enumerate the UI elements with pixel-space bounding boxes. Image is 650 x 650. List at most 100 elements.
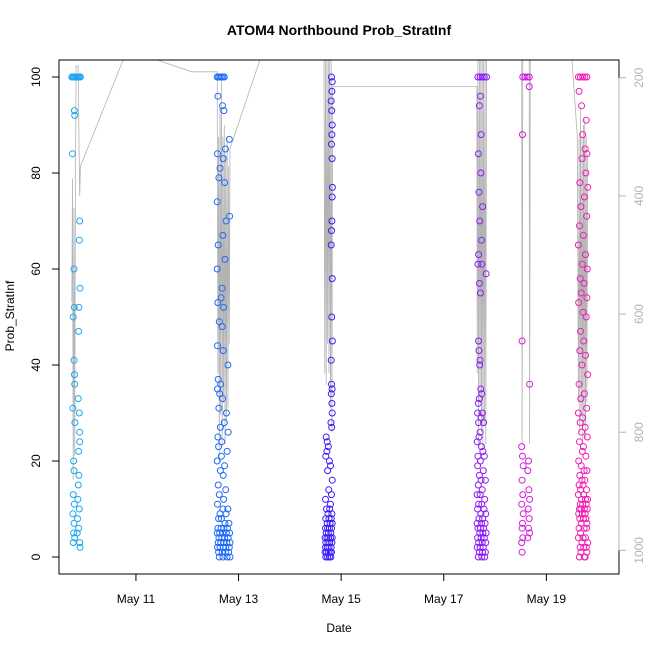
data-point — [328, 380, 335, 388]
data-point — [328, 476, 336, 484]
data-point — [476, 289, 484, 297]
data-point — [583, 73, 591, 81]
data-point — [478, 236, 485, 244]
data-point — [328, 183, 336, 191]
data-point — [217, 294, 225, 302]
chart-title: ATOM4 Northbound Prob_StratInf — [227, 22, 452, 38]
data-point — [475, 337, 483, 345]
data-point — [518, 337, 526, 345]
data-point — [328, 217, 336, 225]
x-tick-label: May 17 — [424, 592, 464, 606]
data-point — [521, 73, 529, 81]
data-point — [327, 356, 335, 364]
data-point — [215, 443, 223, 451]
series-flight-2 — [213, 73, 234, 561]
data-point — [69, 539, 77, 547]
data-point — [580, 337, 588, 345]
data-point — [328, 524, 335, 532]
data-point — [579, 500, 587, 508]
data-point — [475, 419, 483, 427]
y-tick-label: 80 — [29, 166, 43, 180]
data-point — [578, 428, 586, 436]
data-point — [322, 495, 329, 503]
data-point — [213, 198, 221, 206]
data-point — [225, 519, 233, 527]
data-point — [582, 452, 590, 460]
data-point — [225, 543, 233, 551]
data-point — [328, 155, 336, 163]
data-point — [328, 121, 336, 129]
data-point — [582, 313, 590, 321]
data-point — [328, 193, 336, 201]
y-tick-label: 100 — [29, 67, 43, 87]
data-point — [581, 510, 589, 518]
data-point — [580, 467, 588, 475]
data-point — [221, 462, 229, 470]
data-point — [328, 87, 336, 95]
data-point — [481, 548, 489, 556]
data-point — [525, 515, 533, 523]
data-point — [224, 361, 232, 369]
data-point — [328, 491, 335, 499]
data-point — [579, 443, 587, 451]
data-point — [75, 409, 83, 417]
data-point — [475, 102, 483, 110]
series-flight-1 — [68, 73, 84, 551]
data-point — [576, 179, 584, 187]
data-point — [224, 534, 232, 542]
data-point — [214, 433, 222, 441]
data-point — [481, 519, 489, 527]
data-point — [475, 251, 483, 259]
data-point — [475, 539, 483, 547]
data-point — [223, 447, 231, 455]
data-point — [323, 447, 331, 455]
data-point — [583, 212, 591, 220]
data-point — [582, 169, 590, 177]
series-flight-6 — [574, 73, 592, 561]
data-point — [574, 491, 582, 499]
data-point — [215, 548, 223, 556]
data-point — [577, 395, 585, 403]
data-point — [475, 500, 483, 508]
data-point — [71, 534, 79, 542]
data-point — [220, 303, 228, 311]
data-point — [216, 423, 224, 431]
data-point — [474, 534, 482, 542]
data-point — [519, 452, 526, 460]
data-point — [215, 174, 223, 182]
data-point — [518, 476, 526, 484]
data-point — [575, 87, 583, 95]
data-point — [69, 313, 77, 321]
data-point — [584, 183, 592, 191]
altitude-trace-line — [71, 59, 589, 480]
data-point — [476, 92, 484, 100]
data-point — [576, 275, 584, 283]
data-point — [526, 380, 534, 388]
data-point — [71, 111, 79, 119]
y-tick-label: 0 — [29, 553, 43, 560]
data-point — [220, 73, 228, 81]
data-point — [474, 505, 482, 513]
right-tick-label: 1000 — [632, 537, 646, 564]
data-point — [475, 433, 483, 441]
data-point — [580, 524, 588, 532]
data-point — [328, 399, 336, 407]
data-point — [219, 471, 227, 479]
data-point — [583, 265, 591, 273]
data-point — [328, 227, 335, 235]
data-point — [581, 145, 589, 153]
data-point — [579, 131, 587, 139]
data-point — [525, 457, 532, 465]
data-point — [220, 419, 228, 427]
data-point — [479, 467, 487, 475]
data-point — [525, 486, 533, 494]
data-point — [474, 399, 482, 407]
data-point — [215, 553, 223, 561]
data-point — [75, 303, 83, 311]
data-point — [328, 131, 336, 139]
data-point — [222, 486, 230, 494]
data-point — [327, 553, 335, 561]
data-point — [221, 255, 229, 263]
data-point — [214, 92, 222, 100]
data-point — [226, 553, 234, 561]
